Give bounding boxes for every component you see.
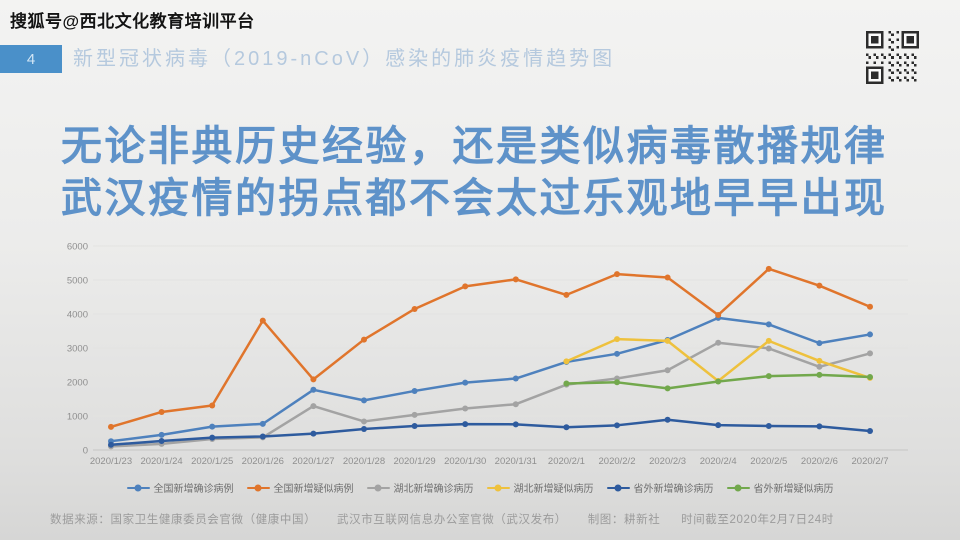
svg-text:4000: 4000 <box>67 310 88 321</box>
legend-label: 湖北新增确诊病历 <box>393 484 474 495</box>
legend-item: 全国新增确诊病例 <box>126 480 234 495</box>
legend-label: 全国新增确诊病例 <box>153 484 234 495</box>
svg-text:2020/1/31: 2020/1/31 <box>495 456 537 467</box>
legend-marker-icon <box>486 484 510 491</box>
legend-marker-icon <box>126 484 150 491</box>
deadline-label: 时间截至2020年2月7日24时 <box>681 514 834 526</box>
headline: 无论非典历史经验，还是类似病毒散播规律 武汉疫情的拐点都不会太过乐观地早早出现 <box>61 120 921 224</box>
svg-text:2020/2/1: 2020/2/1 <box>548 456 585 467</box>
legend-label: 省外新增疑似病历 <box>753 484 834 495</box>
svg-text:0: 0 <box>83 446 88 457</box>
headline-line2: 武汉疫情的拐点都不会太过乐观地早早出现 <box>61 175 888 221</box>
svg-text:3000: 3000 <box>67 344 88 355</box>
data-source-label: 数据来源：国家卫生健康委员会官微（健康中国） <box>50 514 317 526</box>
legend-marker-icon <box>726 484 750 491</box>
legend-item: 省外新增确诊病历 <box>606 480 714 495</box>
svg-text:2020/1/30: 2020/1/30 <box>444 456 486 467</box>
svg-text:2020/2/3: 2020/2/3 <box>649 456 686 467</box>
chart-area: 0 1000 2000 3000 4000 5000 6000 2020/1/23 2020/1… <box>45 237 925 482</box>
svg-text:2020/1/29: 2020/1/29 <box>393 456 435 467</box>
svg-text:2000: 2000 <box>67 378 88 389</box>
svg-text:2020/1/24: 2020/1/24 <box>140 456 182 467</box>
svg-text:2020/1/28: 2020/1/28 <box>343 456 385 467</box>
sohu-watermark: 搜狐号@西北文化教育培训平台 <box>10 12 255 31</box>
svg-text:2020/1/27: 2020/1/27 <box>292 456 334 467</box>
svg-text:2020/2/2: 2020/2/2 <box>599 456 636 467</box>
headline-line1: 无论非典历史经验，还是类似病毒散播规律 <box>61 123 888 169</box>
legend-item: 湖北新增确诊病历 <box>366 480 474 495</box>
footer-note: 数据来源：国家卫生健康委员会官微（健康中国） 武汉市互联网信息办公室官微（武汉发… <box>50 511 930 527</box>
legend-label: 全国新增疑似病例 <box>273 484 354 495</box>
svg-text:2020/1/23: 2020/1/23 <box>90 456 132 467</box>
legend-marker-icon <box>606 484 630 491</box>
page-number: 4 <box>26 50 36 68</box>
svg-text:2020/2/6: 2020/2/6 <box>801 456 838 467</box>
legend-item: 全国新增疑似病例 <box>246 480 354 495</box>
svg-text:6000: 6000 <box>67 242 88 253</box>
qr-code-icon <box>866 31 919 84</box>
page-title: 新型冠状病毒（2019-nCoV）感染的肺炎疫情趋势图 <box>73 48 616 70</box>
svg-text:2020/2/4: 2020/2/4 <box>700 456 737 467</box>
legend-label: 湖北新增疑似病历 <box>513 484 594 495</box>
chart-legend: 全国新增确诊病例 全国新增疑似病例 湖北新增确诊病历 湖北新增疑似病历 省外新增确诊病历… <box>0 480 960 495</box>
svg-text:2020/2/5: 2020/2/5 <box>750 456 787 467</box>
svg-text:2020/1/26: 2020/1/26 <box>242 456 284 467</box>
legend-item: 湖北新增疑似病历 <box>486 480 594 495</box>
credit-label: 制图：耕新社 <box>587 514 661 526</box>
svg-text:1000: 1000 <box>67 412 88 423</box>
svg-text:2020/1/25: 2020/1/25 <box>191 456 233 467</box>
trend-line-chart: 0 1000 2000 3000 4000 5000 6000 2020/1/23 2020/1… <box>67 242 908 467</box>
legend-item: 省外新增疑似病历 <box>726 480 834 495</box>
data-source2-label: 武汉市互联网信息办公室官微（武汉发布） <box>337 514 567 526</box>
legend-label: 省外新增确诊病历 <box>633 484 714 495</box>
legend-marker-icon <box>246 484 270 491</box>
legend-marker-icon <box>366 484 390 491</box>
svg-text:2020/2/7: 2020/2/7 <box>852 456 889 467</box>
page-number-badge: 4 <box>0 45 62 73</box>
svg-text:5000: 5000 <box>67 276 88 287</box>
